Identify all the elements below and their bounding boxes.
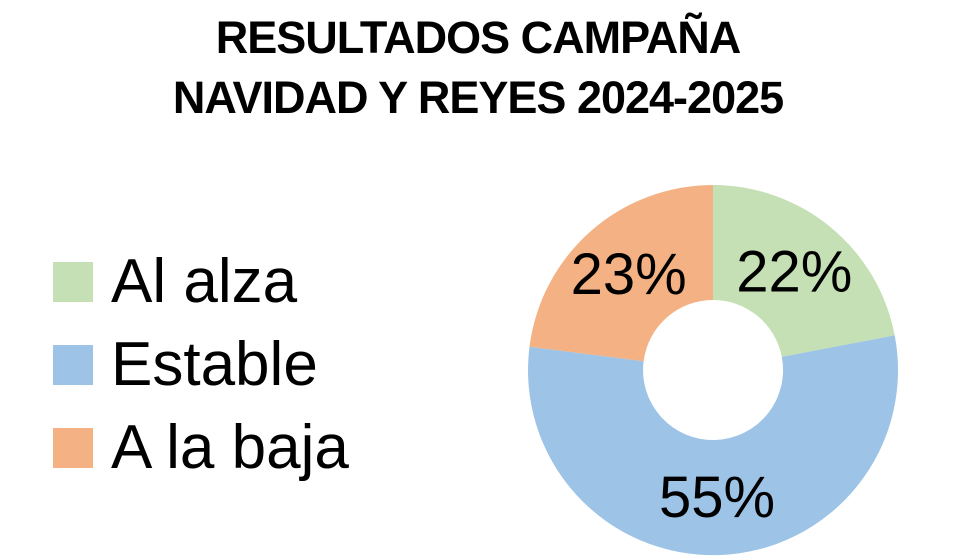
- pie-slice-al-alza: [713, 185, 895, 357]
- chart-legend: Al alza Estable A la baja: [53, 240, 349, 489]
- legend-swatch-al-alza: [53, 261, 93, 302]
- pie-slice-a-la-baja: [529, 185, 713, 362]
- legend-label-estable: Estable: [111, 329, 318, 399]
- legend-item-a-la-baja: A la baja: [53, 406, 349, 489]
- slice-label-al-alza: 22%: [736, 239, 852, 304]
- slice-label-a-la-baja: 23%: [571, 242, 687, 307]
- pie-slice-estable: [528, 335, 899, 556]
- legend-swatch-estable: [53, 344, 93, 385]
- legend-item-estable: Estable: [53, 323, 349, 406]
- slice-label-estable: 55%: [659, 465, 775, 530]
- legend-label-a-la-baja: A la baja: [111, 412, 349, 482]
- legend-label-al-alza: Al alza: [111, 246, 298, 316]
- legend-swatch-a-la-baja: [53, 427, 93, 468]
- chart-title-line-2: NAVIDAD Y REYES 2024-2025: [172, 72, 784, 123]
- chart-title-line-1: RESULTADOS CAMPAÑA: [215, 12, 741, 63]
- legend-item-al-alza: Al alza: [53, 240, 349, 323]
- chart-title: RESULTADOS CAMPAÑA NAVIDAD Y REYES 2024-…: [0, 8, 956, 128]
